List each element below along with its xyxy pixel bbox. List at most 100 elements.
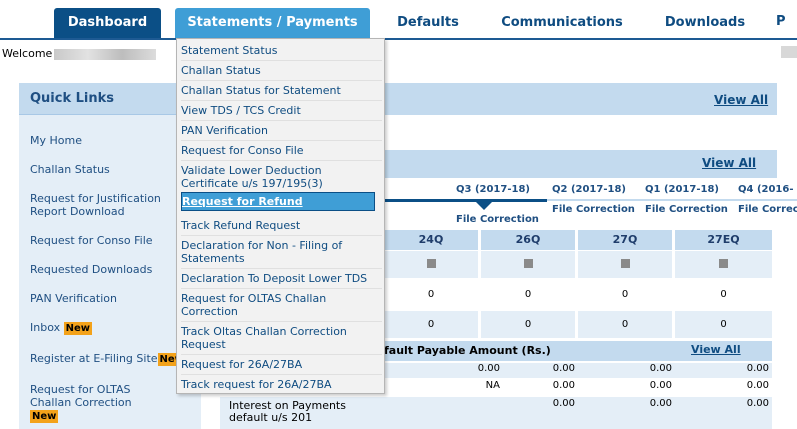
quick-link-requested-downloads[interactable]: Requested Downloads	[30, 263, 153, 276]
default-value: 0.00	[552, 380, 575, 391]
forms-row-3: 0 0 0 0	[384, 311, 772, 338]
tab-downloads[interactable]: Downloads	[664, 15, 746, 30]
default-value: 0.00	[649, 363, 672, 374]
quick-link-challan-status[interactable]: Challan Status	[30, 163, 110, 176]
tab-defaults[interactable]: Defaults	[397, 15, 459, 30]
quick-link-register-efiling[interactable]: Register at E-Filing Site New	[30, 352, 186, 366]
menu-item-declaration-non-filing[interactable]: Declaration for Non - Filing of Statemen…	[181, 239, 343, 265]
menu-item-view-tds-tcs[interactable]: View TDS / TCS Credit	[181, 104, 301, 117]
tab-partial[interactable]: P	[776, 14, 786, 29]
file-correction-q2[interactable]: File Correction	[552, 204, 635, 215]
new-badge: New	[30, 410, 59, 423]
default-value: 0.00	[477, 363, 500, 374]
row3-cell-26q: 0	[481, 311, 575, 338]
view-all-link-2[interactable]: View All	[702, 156, 757, 170]
row3-cell-27eq: 0	[675, 311, 772, 338]
forms-header-row: 24Q 26Q 27Q 27EQ	[384, 230, 772, 250]
forms-row-status	[384, 251, 772, 278]
new-badge: New	[63, 322, 92, 335]
menu-divider	[181, 321, 382, 322]
inbox-label: Inbox	[30, 321, 61, 334]
menu-item-statement-status[interactable]: Statement Status	[181, 44, 278, 57]
form-27q: 27Q	[578, 230, 672, 250]
default-value: NA	[485, 380, 500, 391]
menu-divider	[181, 288, 382, 289]
quick-links-title: Quick Links	[19, 83, 201, 115]
file-correction-q1[interactable]: File Correction	[645, 204, 728, 215]
default-row-3: Interest on Payments default u/s 201 0.0…	[220, 397, 772, 429]
tab-dashboard[interactable]: Dashboard	[54, 8, 161, 39]
menu-item-track-refund[interactable]: Track Refund Request	[181, 219, 301, 232]
tab-q2[interactable]: Q2 (2017-18)	[552, 184, 626, 195]
redacted-username	[54, 48, 157, 60]
menu-item-track-oltas[interactable]: Track Oltas Challan Correction Request	[181, 325, 347, 351]
quick-link-justification-report[interactable]: Request for Justification Report Downloa…	[30, 192, 161, 218]
menu-divider	[181, 354, 382, 355]
active-tab-marker	[476, 202, 492, 210]
menu-divider	[181, 374, 382, 375]
status-cell[interactable]	[578, 251, 672, 278]
tab-q4[interactable]: Q4 (2016-	[738, 184, 794, 195]
tab-statements-payments[interactable]: Statements / Payments	[175, 8, 370, 39]
menu-item-track-26a-27ba[interactable]: Track request for 26A/27BA	[181, 378, 332, 391]
menu-item-challan-status[interactable]: Challan Status	[181, 64, 261, 77]
menu-divider	[181, 120, 382, 121]
welcome-label: Welcome	[2, 47, 53, 60]
default-payable-title: fault Payable Amount (Rs.)	[384, 344, 551, 357]
nav-underline	[0, 38, 797, 40]
menu-item-conso-file[interactable]: Request for Conso File	[181, 144, 304, 157]
row2-cell-26q: 0	[481, 280, 575, 309]
status-square-icon	[523, 259, 533, 268]
menu-divider	[181, 60, 382, 61]
quick-link-inbox[interactable]: Inbox New	[30, 321, 92, 335]
status-cell[interactable]	[384, 251, 478, 278]
view-all-link-3[interactable]: View All	[691, 343, 741, 356]
menu-item-request-refund[interactable]: Request for Refund	[181, 192, 375, 211]
oltas-label: Request for OLTAS Challan Correction	[30, 383, 132, 409]
row3-cell-27q: 0	[578, 311, 672, 338]
default-value: 0.00	[649, 380, 672, 391]
quick-links-panel: Quick Links My Home Challan Status Reque…	[19, 83, 201, 429]
menu-divider	[181, 268, 382, 269]
tab-q3[interactable]: Q3 (2017-18)	[456, 184, 530, 195]
tab-q1[interactable]: Q1 (2017-18)	[645, 184, 719, 195]
menu-divider	[181, 80, 382, 81]
menu-item-validate-lower-deduction[interactable]: Validate Lower Deduction Certificate u/s…	[181, 164, 323, 190]
menu-item-declaration-lower-tds[interactable]: Declaration To Deposit Lower TDS	[181, 272, 368, 285]
quarter-tab-rule	[547, 199, 797, 201]
top-nav: Dashboard Statements / Payments Defaults…	[0, 0, 797, 40]
view-all-link-1[interactable]: View All	[714, 93, 769, 107]
menu-item-pan-verification[interactable]: PAN Verification	[181, 124, 268, 137]
form-24q: 24Q	[384, 230, 478, 250]
status-cell[interactable]	[481, 251, 575, 278]
forms-row-2: 0 0 0 0	[384, 280, 772, 309]
default-value: 0.00	[552, 363, 575, 374]
row2-cell-27q: 0	[578, 280, 672, 309]
form-27eq: 27EQ	[675, 230, 772, 250]
quarter-tab-underline	[384, 199, 547, 202]
form-26q: 26Q	[481, 230, 575, 250]
quick-link-oltas-correction[interactable]: Request for OLTAS Challan Correction New	[30, 383, 170, 423]
quick-link-conso-file[interactable]: Request for Conso File	[30, 234, 153, 247]
statements-dropdown-menu: Statement Status Challan Status Challan …	[176, 38, 385, 394]
default-value: 0.00	[552, 398, 575, 409]
interest-label: Interest on Payments default u/s 201	[229, 399, 346, 424]
file-correction-q3[interactable]: File Correction	[456, 214, 539, 225]
menu-divider	[181, 160, 382, 161]
register-label: Register at E-Filing Site	[30, 352, 158, 365]
status-cell[interactable]	[675, 251, 772, 278]
menu-item-challan-status-statement[interactable]: Challan Status for Statement	[181, 84, 341, 97]
row3-cell-24q: 0	[384, 311, 478, 338]
edge-icon	[781, 46, 797, 58]
status-square-icon	[620, 259, 630, 268]
default-value: 0.00	[746, 398, 769, 409]
menu-item-26a-27ba[interactable]: Request for 26A/27BA	[181, 358, 303, 371]
welcome-text: Welcome	[2, 47, 157, 60]
tab-communications[interactable]: Communications	[501, 15, 623, 30]
row2-cell-27eq: 0	[675, 280, 772, 309]
menu-item-oltas-correction[interactable]: Request for OLTAS Challan Correction	[181, 292, 327, 318]
quick-link-pan-verification[interactable]: PAN Verification	[30, 292, 117, 305]
status-square-icon	[719, 259, 728, 268]
quick-link-my-home[interactable]: My Home	[30, 134, 82, 147]
file-correction-q4[interactable]: File Correction	[738, 204, 797, 215]
